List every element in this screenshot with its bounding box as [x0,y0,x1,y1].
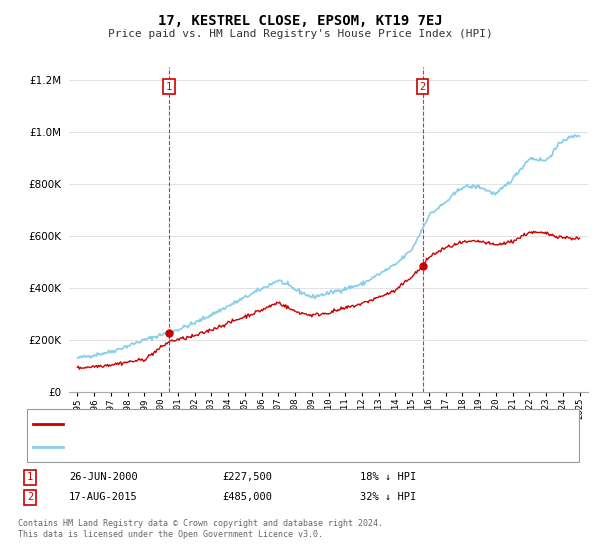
Text: 17, KESTREL CLOSE, EPSOM, KT19 7EJ (detached house): 17, KESTREL CLOSE, EPSOM, KT19 7EJ (deta… [69,419,375,429]
Text: HPI: Average price, detached house, Epsom and Ewell: HPI: Average price, detached house, Epso… [69,442,375,452]
Text: 26-JUN-2000: 26-JUN-2000 [69,472,138,482]
Text: 2: 2 [27,492,33,502]
Text: 18% ↓ HPI: 18% ↓ HPI [360,472,416,482]
Text: Contains HM Land Registry data © Crown copyright and database right 2024.
This d: Contains HM Land Registry data © Crown c… [18,520,383,539]
Text: 17-AUG-2015: 17-AUG-2015 [69,492,138,502]
Text: 1: 1 [27,472,33,482]
Text: 2: 2 [419,82,426,92]
Text: 17, KESTREL CLOSE, EPSOM, KT19 7EJ: 17, KESTREL CLOSE, EPSOM, KT19 7EJ [158,14,442,28]
Text: Price paid vs. HM Land Registry's House Price Index (HPI): Price paid vs. HM Land Registry's House … [107,29,493,39]
Text: £485,000: £485,000 [222,492,272,502]
Text: 1: 1 [166,82,172,92]
Text: 32% ↓ HPI: 32% ↓ HPI [360,492,416,502]
Text: £227,500: £227,500 [222,472,272,482]
